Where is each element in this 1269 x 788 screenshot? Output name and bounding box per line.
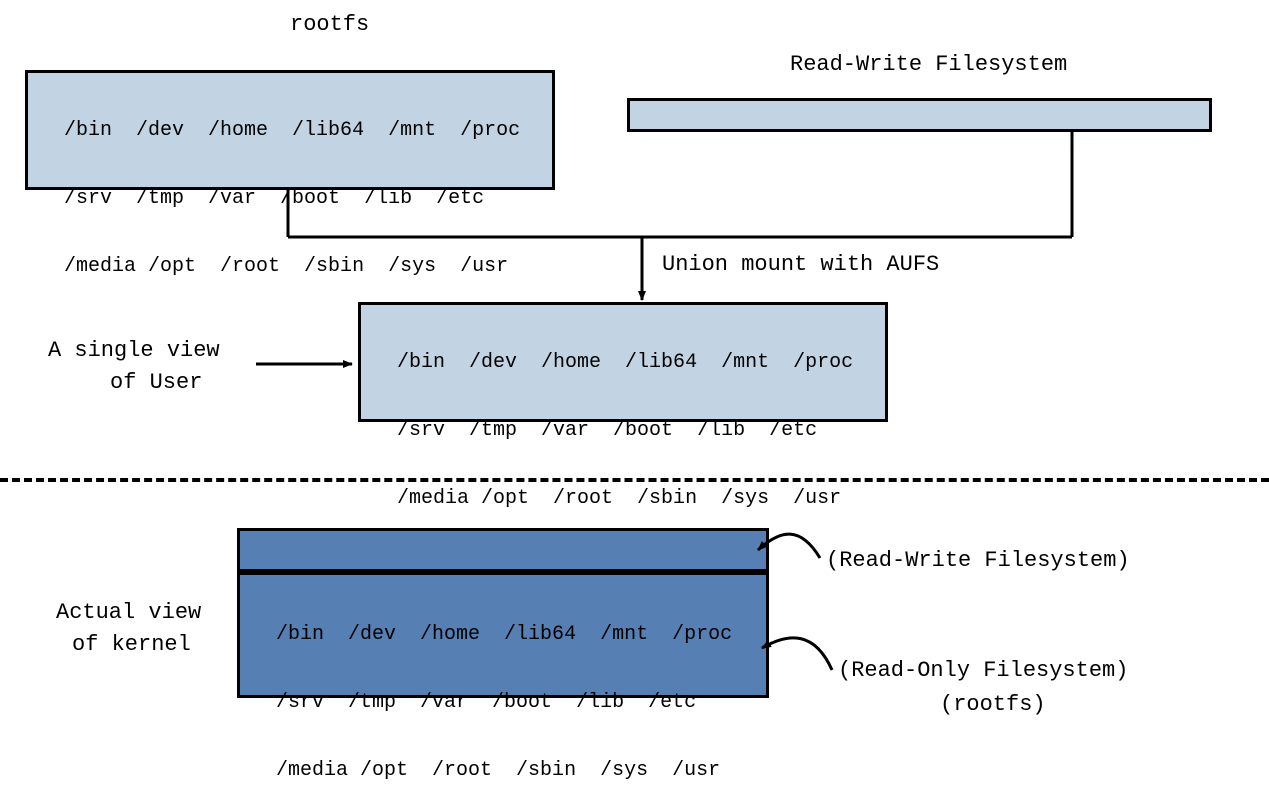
dir-line: /srv /tmp /var /boot /lib /etc xyxy=(276,691,696,714)
dir-line: /srv /tmp /var /boot /lib /etc xyxy=(64,187,484,210)
dir-line: /srv /tmp /var /boot /lib /etc xyxy=(397,419,817,442)
rw-fs-paren-label: (Read-Write Filesystem) xyxy=(826,548,1130,573)
single-view-label-l1: A single view xyxy=(48,338,220,363)
dir-line: /media /opt /root /sbin /sys /usr xyxy=(397,487,841,510)
ro-fs-paren-label-l1: (Read-Only Filesystem) xyxy=(838,658,1128,683)
dir-line: /bin /dev /home /lib64 /mnt /proc xyxy=(64,119,520,142)
kernel-rw-layer-box xyxy=(237,528,769,572)
dir-line: /media /opt /root /sbin /sys /usr xyxy=(276,759,720,782)
dir-line: /media /opt /root /sbin /sys /usr xyxy=(64,255,508,278)
section-divider xyxy=(0,478,1269,482)
ro-fs-paren-label-l2: (rootfs) xyxy=(940,692,1046,717)
dir-line: /bin /dev /home /lib64 /mnt /proc xyxy=(397,351,853,374)
dir-line: /bin /dev /home /lib64 /mnt /proc xyxy=(276,623,732,646)
union-mount-label: Union mount with AUFS xyxy=(662,252,939,277)
actual-view-label-l1: Actual view xyxy=(56,600,201,625)
read-write-title: Read-Write Filesystem xyxy=(790,52,1067,77)
rootfs-directory-list: /bin /dev /home /lib64 /mnt /proc /srv /… xyxy=(40,80,520,284)
actual-view-label-l2: of kernel xyxy=(72,632,191,657)
single-view-label-l2: of User xyxy=(110,370,202,395)
merged-directory-list: /bin /dev /home /lib64 /mnt /proc /srv /… xyxy=(373,312,853,516)
rootfs-title: rootfs xyxy=(290,12,369,37)
read-write-fs-box xyxy=(627,98,1212,132)
kernel-directory-list: /bin /dev /home /lib64 /mnt /proc /srv /… xyxy=(252,584,732,788)
